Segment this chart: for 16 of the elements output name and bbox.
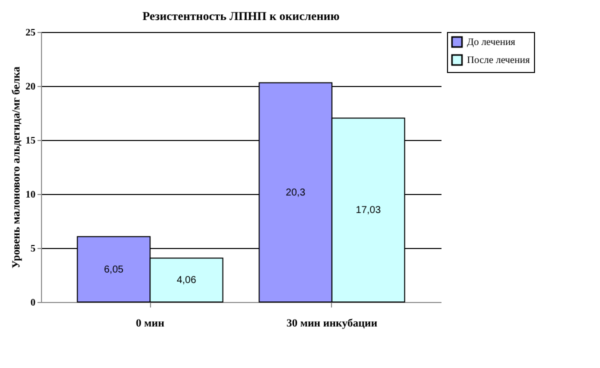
y-tick-label: 10 [26,190,36,200]
chart-title: Резистентность ЛПНП к окислению [142,9,340,23]
legend-label: До лечения [467,37,516,48]
data-label: 4,06 [176,275,197,286]
legend-label: После лечения [467,55,530,66]
y-tick-label: 20 [26,82,36,92]
y-tick-label: 15 [26,136,36,146]
x-tick-label: 30 мин инкубации [286,318,378,330]
y-tick-label: 0 [30,298,36,308]
data-label: 6,05 [104,264,124,276]
x-tick-label: 0 мин [136,318,165,330]
data-label: 17,03 [356,205,382,216]
y-axis-title: Уровень малонового альдегида/мг белка [10,66,22,268]
data-label: 20,3 [286,187,306,198]
y-tick-label: 25 [26,28,36,38]
y-tick-label: 5 [30,244,36,254]
